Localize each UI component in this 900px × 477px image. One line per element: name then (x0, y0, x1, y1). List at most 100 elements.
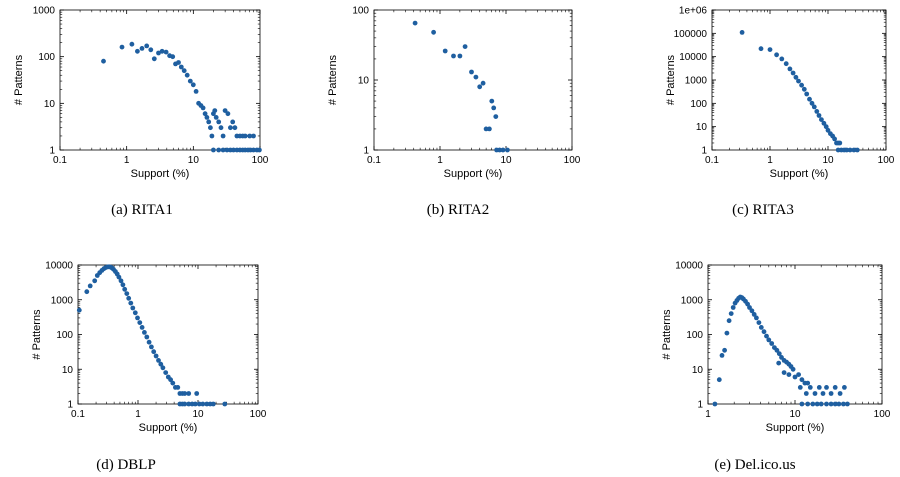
data-point (158, 361, 164, 367)
subplot-caption: (e) Del.ico.us (714, 457, 795, 473)
data-point (196, 401, 202, 407)
data-point (142, 330, 147, 335)
data-point (231, 147, 236, 153)
data-point (824, 385, 829, 390)
data-point (816, 385, 822, 390)
plot-frame (77, 264, 259, 405)
data-point (148, 47, 154, 53)
data-point (186, 391, 192, 396)
data-point (163, 370, 169, 375)
data-point (754, 315, 759, 321)
data-point (208, 125, 213, 131)
data-point (128, 300, 134, 306)
subplot-caption: (c) RITA3 (732, 202, 794, 218)
data-point (228, 125, 233, 131)
data-point (726, 318, 732, 324)
data-point (473, 74, 479, 80)
data-point (712, 401, 718, 407)
data-point (206, 119, 212, 125)
data-point (212, 108, 218, 113)
data-point (751, 312, 757, 317)
data-point (747, 305, 752, 310)
data-point (170, 380, 176, 386)
data-point (812, 391, 818, 396)
data-point (837, 140, 843, 146)
x-tick-label: 100 (874, 409, 891, 420)
data-point (119, 44, 125, 50)
data-point (116, 274, 122, 280)
y-axis-label: # Patterns (31, 309, 43, 360)
data-point (845, 401, 850, 407)
data-point (209, 133, 215, 139)
data-point (814, 401, 820, 407)
data-point (160, 365, 166, 371)
data-point (257, 147, 262, 153)
x-tick-label: 100 (252, 155, 269, 166)
data-point (799, 401, 805, 407)
data-point (251, 147, 256, 153)
data-point (832, 136, 837, 142)
y-tick-label: 100 (352, 6, 369, 17)
y-tick-label: 10 (696, 122, 708, 133)
data-point (182, 401, 188, 407)
data-point (844, 147, 850, 153)
data-point (190, 82, 196, 88)
data-point (821, 120, 827, 126)
data-point (144, 43, 150, 49)
data-point (786, 372, 792, 377)
data-point (216, 147, 222, 153)
y-tick-label: 10000 (679, 52, 707, 63)
data-point (153, 353, 159, 359)
data-point (818, 401, 824, 407)
data-point (132, 310, 138, 316)
subplot-caption: (a) RITA1 (111, 202, 173, 218)
x-tick-label: 0.1 (53, 155, 67, 166)
data-point (118, 278, 124, 284)
data-point (816, 113, 822, 118)
data-point (766, 337, 772, 343)
x-tick-label: 10 (789, 409, 801, 420)
data-point (176, 60, 181, 65)
data-point (457, 53, 463, 59)
data-point (761, 329, 767, 335)
data-point (87, 283, 93, 289)
data-point (251, 133, 256, 139)
data-point (130, 305, 136, 311)
data-point (497, 147, 502, 153)
x-tick-label: 0.1 (367, 155, 381, 166)
y-tick-label: 100 (38, 52, 55, 63)
data-point (797, 385, 803, 390)
plot-frame (59, 9, 261, 151)
plot-frame (707, 264, 883, 405)
x-tick-label: 10 (500, 155, 512, 166)
data-point (186, 401, 192, 407)
y-axis-label: # Patterns (661, 309, 673, 360)
x-tick-label: 10 (188, 155, 200, 166)
data-point (810, 401, 816, 407)
data-point (431, 29, 436, 35)
data-point (124, 291, 130, 296)
data-point (192, 401, 198, 407)
data-point (129, 41, 135, 47)
data-point (220, 147, 226, 153)
data-point (851, 147, 857, 153)
data-point (722, 347, 727, 353)
data-point (76, 307, 82, 313)
y-tick-label: 10 (692, 365, 704, 376)
data-point (92, 278, 98, 284)
data-point (756, 320, 762, 325)
data-point (805, 401, 811, 407)
data-point (767, 47, 773, 52)
y-tick-label: 100 (56, 330, 73, 341)
data-point (225, 111, 231, 117)
y-tick-label: 1e+06 (679, 6, 708, 17)
data-point (820, 391, 826, 396)
x-axis-label: Support (%) (444, 168, 503, 180)
y-tick-label: 1 (49, 146, 55, 157)
data-point (811, 104, 817, 110)
y-tick-label: 1 (697, 400, 703, 411)
x-axis-label: Support (%) (139, 422, 198, 434)
data-point (776, 351, 782, 357)
data-point (776, 360, 782, 366)
data-point (807, 96, 812, 102)
